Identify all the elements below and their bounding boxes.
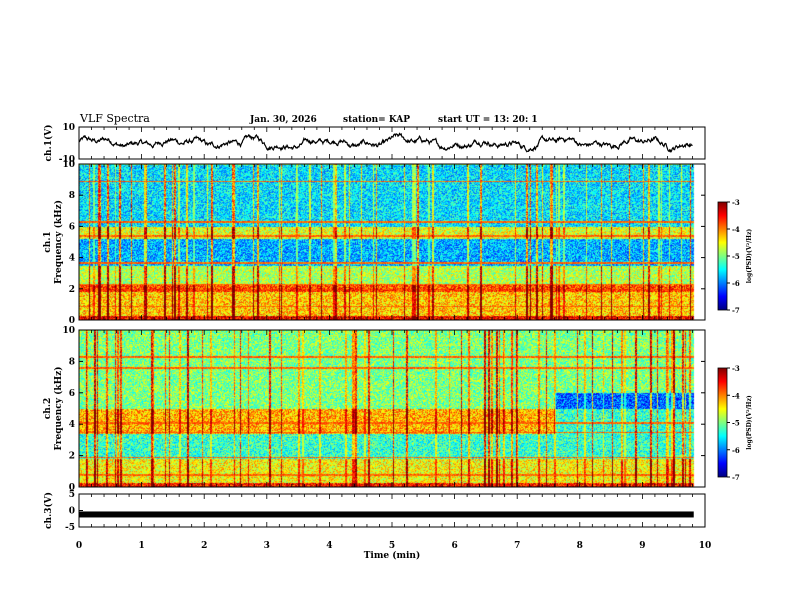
ch1-spectrogram-image bbox=[79, 164, 705, 320]
ch1-spectrogram-ylabel: Frequency (kHz) bbox=[53, 200, 64, 284]
xtick-label: 1 bbox=[138, 541, 144, 551]
ch1-spectrogram-colorbar-label: log(PSD)(V²/Hz) bbox=[746, 229, 753, 284]
xtick-label: 5 bbox=[389, 541, 395, 551]
figure-title: VLF Spectra bbox=[80, 112, 150, 125]
ch1-spectrogram-colorbar-tick-label: -7 bbox=[732, 306, 740, 315]
ch1-ylabel: ch.1(V) bbox=[43, 125, 54, 162]
ch3-ytick-label: 0 bbox=[69, 507, 75, 517]
ch2-spectrogram-ytick-label: 10 bbox=[62, 326, 75, 336]
ch2-spectrogram-ytick-label: 6 bbox=[69, 389, 75, 399]
ch2-spectrogram-colorbar-label: log(PSD)(V²/Hz) bbox=[746, 395, 753, 450]
xtick-label: 8 bbox=[577, 541, 583, 551]
ch1-spectrogram-ylabel: ch.1 bbox=[43, 231, 53, 252]
xtick-label: 3 bbox=[264, 541, 270, 551]
ch1-spectrogram-ytick-label: 4 bbox=[69, 254, 75, 264]
xtick-label: 4 bbox=[326, 541, 332, 551]
ch1-spectrogram-ytick-label: 2 bbox=[69, 285, 75, 295]
ch1-trace bbox=[78, 132, 693, 153]
ch2-spectrogram-ytick-label: 4 bbox=[69, 420, 75, 430]
ch2-spectrogram-ytick-label: 2 bbox=[69, 452, 75, 462]
xtick-label: 9 bbox=[639, 541, 645, 551]
ch2-spectrogram-ytick-label: 0 bbox=[69, 483, 75, 493]
ch2-spectrogram-image bbox=[79, 330, 705, 487]
ch3-ytick-label: -5 bbox=[65, 523, 75, 533]
ch1-spectrogram-colorbar bbox=[717, 201, 728, 311]
ch2-spectrogram-colorbar-tick-label: -3 bbox=[732, 364, 740, 373]
ch1-spectrogram-colorbar-tick-label: -4 bbox=[732, 225, 740, 234]
xtick-label: 2 bbox=[201, 541, 207, 551]
xtick-label: 7 bbox=[514, 541, 520, 551]
ch1-spectrogram-ytick-label: 6 bbox=[69, 222, 75, 232]
ch2-spectrogram-ylabel: Frequency (kHz) bbox=[53, 366, 64, 450]
start-time-label: start UT = 13: 20: 1 bbox=[438, 115, 538, 125]
ch2-spectrogram-colorbar bbox=[717, 367, 728, 478]
date-label: Jan. 30, 2026 bbox=[250, 115, 317, 125]
ch1-spectrogram-ytick-label: 10 bbox=[62, 160, 75, 170]
ch1-spectrogram-ytick-label: 8 bbox=[69, 191, 75, 201]
ch3-ytick-label: 5 bbox=[69, 490, 75, 500]
xtick-label: 10 bbox=[699, 541, 712, 551]
ch3-trace bbox=[79, 511, 694, 518]
ch3-ylabel: ch.3(V) bbox=[43, 492, 54, 529]
ch2-spectrogram-colorbar-tick-label: -5 bbox=[732, 419, 740, 428]
ch1-spectrogram-colorbar-tick-label: -5 bbox=[732, 252, 740, 261]
xtick-label: 0 bbox=[76, 541, 82, 551]
ch2-spectrogram-ytick-label: 8 bbox=[69, 357, 75, 367]
ch1-spectrogram-colorbar-tick-label: -6 bbox=[732, 279, 740, 288]
ch2-spectrogram-colorbar-tick-label: -7 bbox=[732, 473, 740, 482]
ch2-spectrogram-colorbar-tick-label: -6 bbox=[732, 446, 740, 455]
xtick-label: 6 bbox=[451, 541, 457, 551]
ch1-spectrogram-ytick-label: 0 bbox=[69, 316, 75, 326]
ch2-spectrogram-ylabel: ch.2 bbox=[43, 398, 53, 419]
ch1-ytick-label: 10 bbox=[62, 123, 75, 133]
x-axis-label: Time (min) bbox=[364, 550, 421, 561]
ch1-ytick-label: -10 bbox=[59, 155, 75, 165]
ch1-spectrogram-colorbar-tick-label: -3 bbox=[732, 198, 740, 207]
ch2-spectrogram-colorbar-tick-label: -4 bbox=[732, 391, 740, 400]
station-label: station= KAP bbox=[343, 115, 411, 125]
